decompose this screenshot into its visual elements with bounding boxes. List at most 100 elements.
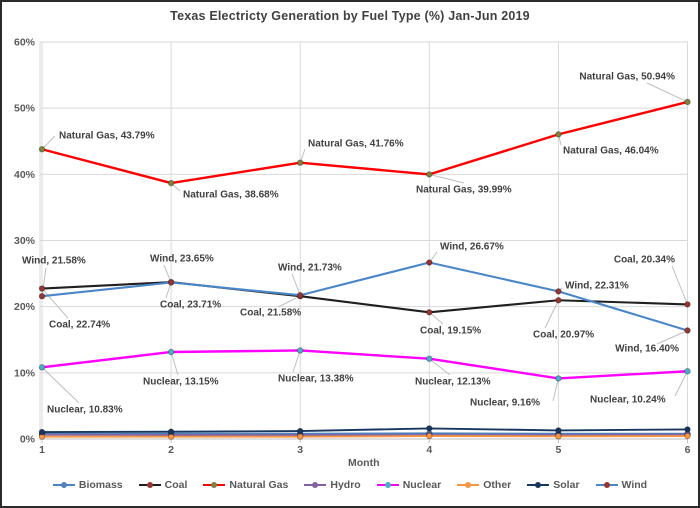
- data-label-leader: [671, 265, 688, 305]
- data-point-other: [426, 432, 433, 440]
- data-point-nuclear: [426, 355, 433, 362]
- x-tick-label: 3: [297, 444, 303, 456]
- y-tick-label: 50%: [14, 103, 36, 115]
- data-label-coal: Coal, 19.15%: [420, 326, 481, 337]
- legend-item-label: Wind: [621, 479, 648, 491]
- data-label-leader: [41, 366, 80, 404]
- data-point-other: [555, 433, 562, 440]
- data-point-solar: [426, 425, 433, 432]
- legend: Biomass Coal Natural Gas Hydro Nuclear Other S…: [2, 479, 698, 491]
- data-point-wind: [297, 292, 304, 299]
- legend-item-hydro: Hydro: [304, 479, 361, 491]
- data-point-solar: [555, 427, 562, 434]
- legend-item-label: Solar: [553, 479, 580, 491]
- legend-line-marker-icon: [527, 480, 550, 490]
- data-label-natural-gas: Natural Gas, 41.76%: [308, 139, 404, 150]
- series-line-wind: [41, 261, 688, 332]
- data-point-solar: [167, 428, 175, 435]
- data-point-wind: [426, 259, 433, 266]
- legend-item-label: Nuclear: [402, 479, 442, 491]
- data-point-coal: [426, 309, 433, 316]
- data-label-leader: [552, 378, 559, 402]
- data-label-leader: [41, 267, 47, 297]
- data-point-coal: [38, 285, 46, 292]
- series-line-solar: [41, 427, 688, 434]
- data-point-solar: [684, 426, 691, 433]
- data-label-wind: Wind, 22.31%: [565, 281, 629, 292]
- plot-area: 0% 10% 20% 30% 40% 50% 60% 1 2 3 4 5 6 Month Coal, 22.…: [14, 37, 691, 469]
- data-label-leader: [277, 295, 301, 308]
- y-tick-label: 20%: [14, 301, 36, 313]
- legend-line-marker-icon: [595, 480, 618, 490]
- x-tick-label: 4: [426, 444, 432, 456]
- legend-item-biomass: Biomass: [52, 479, 123, 491]
- data-point-nuclear: [167, 348, 175, 356]
- data-point-natural-gas: [297, 159, 304, 166]
- x-tick-label: 6: [685, 444, 691, 456]
- data-point-wind: [684, 327, 691, 334]
- data-label-nuclear: Nuclear, 12.13%: [415, 377, 491, 388]
- data-label-leader: [291, 273, 301, 296]
- data-point-natural-gas: [38, 146, 46, 153]
- data-point-wind: [38, 293, 46, 300]
- legend-item-solar: Solar: [527, 479, 580, 491]
- data-label-wind: Wind, 21.58%: [22, 256, 86, 267]
- data-label-leader: [429, 173, 465, 184]
- data-label-leader: [646, 82, 688, 103]
- legend-item-label: Biomass: [78, 479, 123, 491]
- data-label-leader: [170, 351, 179, 376]
- data-point-natural-gas: [426, 171, 433, 178]
- legend-item-label: Hydro: [330, 479, 361, 491]
- data-point-nuclear: [684, 368, 691, 375]
- data-label-nuclear: Nuclear, 13.15%: [143, 377, 219, 388]
- legend-item-coal: Coal: [138, 479, 187, 491]
- legend-item-other: Other: [457, 479, 511, 491]
- data-label-natural-gas: Natural Gas, 38.68%: [183, 190, 279, 201]
- x-tick-label: 5: [555, 444, 561, 456]
- legend-item-label: Other: [483, 479, 512, 491]
- x-axis-title: Month: [348, 457, 380, 469]
- data-label-coal: Coal, 21.58%: [240, 308, 301, 319]
- data-label-nuclear: Nuclear, 10.83%: [47, 405, 123, 416]
- data-label-nuclear: Nuclear, 9.16%: [470, 398, 540, 409]
- legend-line-marker-icon: [376, 480, 399, 490]
- x-tick-label: 1: [39, 444, 45, 456]
- data-label-nuclear: Nuclear, 10.24%: [590, 395, 666, 406]
- data-label-nuclear: Nuclear, 13.38%: [278, 374, 354, 385]
- data-label-leader: [674, 371, 688, 397]
- data-point-nuclear: [38, 364, 46, 371]
- data-point-solar: [297, 427, 304, 435]
- data-point-coal: [684, 301, 691, 308]
- data-label-coal: Coal, 23.71%: [160, 300, 221, 311]
- data-label-leader: [41, 135, 56, 150]
- series-line-other: [42, 435, 688, 438]
- data-label-natural-gas: Natural Gas, 39.99%: [416, 185, 512, 196]
- series-line-nuclear: [41, 349, 688, 380]
- y-tick-label: 30%: [14, 235, 36, 247]
- data-point-nuclear: [555, 375, 562, 382]
- data-label-wind: Wind, 26.67%: [440, 242, 504, 253]
- series-line-natural-gas: [41, 100, 688, 185]
- data-label-wind: Wind, 23.65%: [150, 254, 214, 265]
- data-label-leader: [428, 358, 451, 376]
- data-label-leader: [292, 350, 301, 373]
- data-label-leader: [656, 330, 688, 345]
- legend-line-marker-icon: [304, 480, 327, 490]
- legend-item-natural-gas: Natural Gas: [203, 479, 288, 491]
- y-tick-label: 60%: [14, 37, 36, 49]
- data-label-coal: Coal, 20.34%: [614, 255, 675, 266]
- legend-line-marker-icon: [457, 480, 480, 490]
- data-label-natural-gas: Natural Gas, 50.94%: [579, 72, 675, 83]
- data-point-other: [684, 432, 691, 440]
- data-point-wind: [555, 288, 562, 295]
- data-label-natural-gas: Natural Gas, 43.79%: [59, 131, 155, 142]
- data-point-natural-gas: [684, 98, 691, 106]
- data-label-natural-gas: Natural Gas, 46.04%: [563, 146, 659, 157]
- legend-line-marker-icon: [52, 480, 75, 490]
- y-tick-label: 0%: [20, 434, 36, 446]
- x-tick-label: 2: [168, 444, 174, 456]
- data-point-natural-gas: [167, 179, 175, 187]
- legend-item-label: Natural Gas: [229, 479, 289, 491]
- data-label-coal: Coal, 20.97%: [533, 330, 594, 341]
